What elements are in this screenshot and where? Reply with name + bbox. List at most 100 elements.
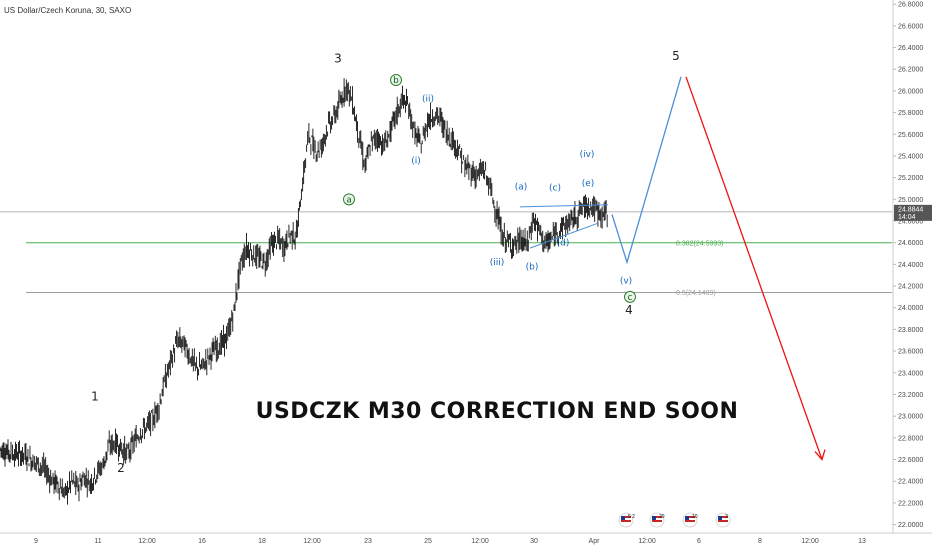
flag-canton	[718, 516, 722, 520]
y-tick-label: 24.6000	[898, 240, 923, 247]
minor-wave-label: (a)	[515, 182, 528, 192]
price-series	[0, 78, 609, 505]
y-tick-label: 23.0000	[898, 414, 923, 421]
wave-label: 2	[117, 461, 125, 475]
y-tick-label: 23.4000	[898, 370, 923, 377]
x-tick-label: 30	[530, 538, 538, 545]
x-tick-label: 12:00	[303, 538, 321, 545]
y-tick-label: 26.4000	[898, 45, 923, 52]
minor-wave-label: (v)	[620, 277, 632, 287]
circle-wave-marker	[390, 74, 402, 87]
us-flag-icon[interactable]: 3	[715, 512, 731, 528]
x-tick-label: 16	[198, 538, 206, 545]
minor-wave-label: (ii)	[422, 94, 434, 104]
y-tick-label: 22.4000	[898, 479, 923, 486]
wave-label: 1	[91, 390, 99, 404]
flag-canton	[685, 516, 689, 520]
circle-wave-label: c	[628, 293, 633, 303]
x-tick-label: 12:00	[638, 538, 656, 545]
flag-canton	[652, 516, 656, 520]
x-tick-label: 12:00	[138, 538, 156, 545]
y-tick-label: 24.8000	[898, 219, 923, 226]
y-tick-label: 25.0000	[898, 197, 923, 204]
y-tick-label: 24.4000	[898, 262, 923, 269]
x-tick-label: 6	[697, 538, 701, 545]
minor-wave-label: (e)	[582, 179, 595, 189]
y-tick-label: 23.8000	[898, 327, 923, 334]
flag-stripe	[621, 516, 631, 518]
fib-label: 0.5(24.1409)	[676, 290, 716, 297]
y-tick-label: 24.0000	[898, 305, 923, 312]
y-tick-label: 26.8000	[898, 2, 923, 9]
flag-stripe	[685, 520, 695, 522]
y-tick-label: 26.0000	[898, 88, 923, 95]
event-count: 10	[692, 514, 698, 520]
y-tick-label: 25.6000	[898, 132, 923, 139]
flag-stripe	[685, 516, 695, 518]
flag-stripe	[718, 516, 728, 518]
minor-wave-label: (b)	[526, 263, 539, 273]
flag-stripe	[652, 520, 662, 522]
y-tick-label: 22.0000	[898, 522, 923, 529]
us-flag-icon[interactable]: 5 2	[618, 512, 635, 528]
y-tick-label: 23.2000	[898, 392, 923, 399]
y-tick-label: 25.4000	[898, 153, 923, 160]
flag-canton	[621, 516, 625, 520]
y-tick-label: 22.2000	[898, 500, 923, 507]
circle-wave-marker	[624, 290, 636, 303]
x-tick-label: 13	[858, 538, 866, 545]
flag-stripe	[718, 520, 728, 522]
economic-events[interactable]: 5 2 29 10 3	[618, 512, 731, 528]
x-tick-label: 18	[258, 538, 266, 545]
fib-label: 0.382(24.5993)	[676, 240, 723, 247]
x-tick-label: Apr	[589, 538, 601, 545]
symbol-label: US Dollar/Czech Koruna, 30, SAXO	[4, 6, 131, 15]
x-tick-label: 23	[364, 538, 372, 545]
minor-wave-label: (d)	[557, 239, 570, 249]
x-tick-label: 11	[94, 538, 101, 545]
us-flag-icon[interactable]: 10	[682, 512, 698, 528]
arrow-head-icon	[814, 449, 826, 461]
wave-projection	[611, 76, 826, 461]
event-count: 3	[725, 514, 728, 520]
circle-wave-label: b	[393, 76, 399, 86]
circle-wave-label: a	[346, 195, 352, 205]
triangle-lower-line	[529, 222, 599, 249]
chart-headline: USDCZK M30 CORRECTION END SOON	[256, 399, 739, 424]
x-tick-label: 9	[34, 538, 38, 545]
x-tick-label: 8	[758, 538, 762, 545]
y-tick-label: 26.6000	[898, 23, 923, 30]
projection-up-line	[611, 76, 682, 265]
y-tick-label: 22.8000	[898, 435, 923, 442]
minor-wave-label: (c)	[549, 183, 561, 193]
x-tick-label: 12:00	[801, 538, 819, 545]
y-tick-label: 23.6000	[898, 349, 923, 356]
y-tick-label: 24.2000	[898, 284, 923, 291]
projection-down-line	[685, 76, 823, 460]
circle-wave-marker	[343, 193, 355, 206]
bar-countdown: 14:04	[898, 214, 916, 221]
fib-levels: 0.382(24.5993) 0.5(24.1409)	[0, 211, 892, 297]
last-price-value: 24.8844	[898, 206, 923, 213]
wave-label: 5	[672, 49, 680, 63]
x-tick-label: 25	[424, 538, 432, 545]
us-flag-icon[interactable]: 29	[649, 512, 665, 528]
y-tick-label: 22.6000	[898, 457, 923, 464]
minor-wave-label: (iii)	[490, 258, 505, 268]
x-tick-label: 12:00	[471, 538, 489, 545]
last-price-tag	[894, 204, 932, 221]
flag-stripe	[621, 520, 631, 522]
y-tick-label: 26.2000	[898, 67, 923, 74]
flag-stripe	[652, 516, 662, 518]
wave-labels: 1 2 3 4 5 (i) (ii) (iii) (iv) (v) (a) (b) (c) (d) (e) a…	[91, 49, 680, 475]
minor-wave-label: (iv)	[580, 150, 595, 160]
event-count: 29	[659, 514, 665, 520]
y-tick-label: 25.2000	[898, 175, 923, 182]
triangle-upper-line	[519, 204, 609, 208]
minor-wave-label: (i)	[411, 156, 421, 166]
event-count: 5 2	[628, 514, 635, 520]
y-tick-label: 25.8000	[898, 110, 923, 117]
wave-label: 4	[625, 303, 633, 317]
